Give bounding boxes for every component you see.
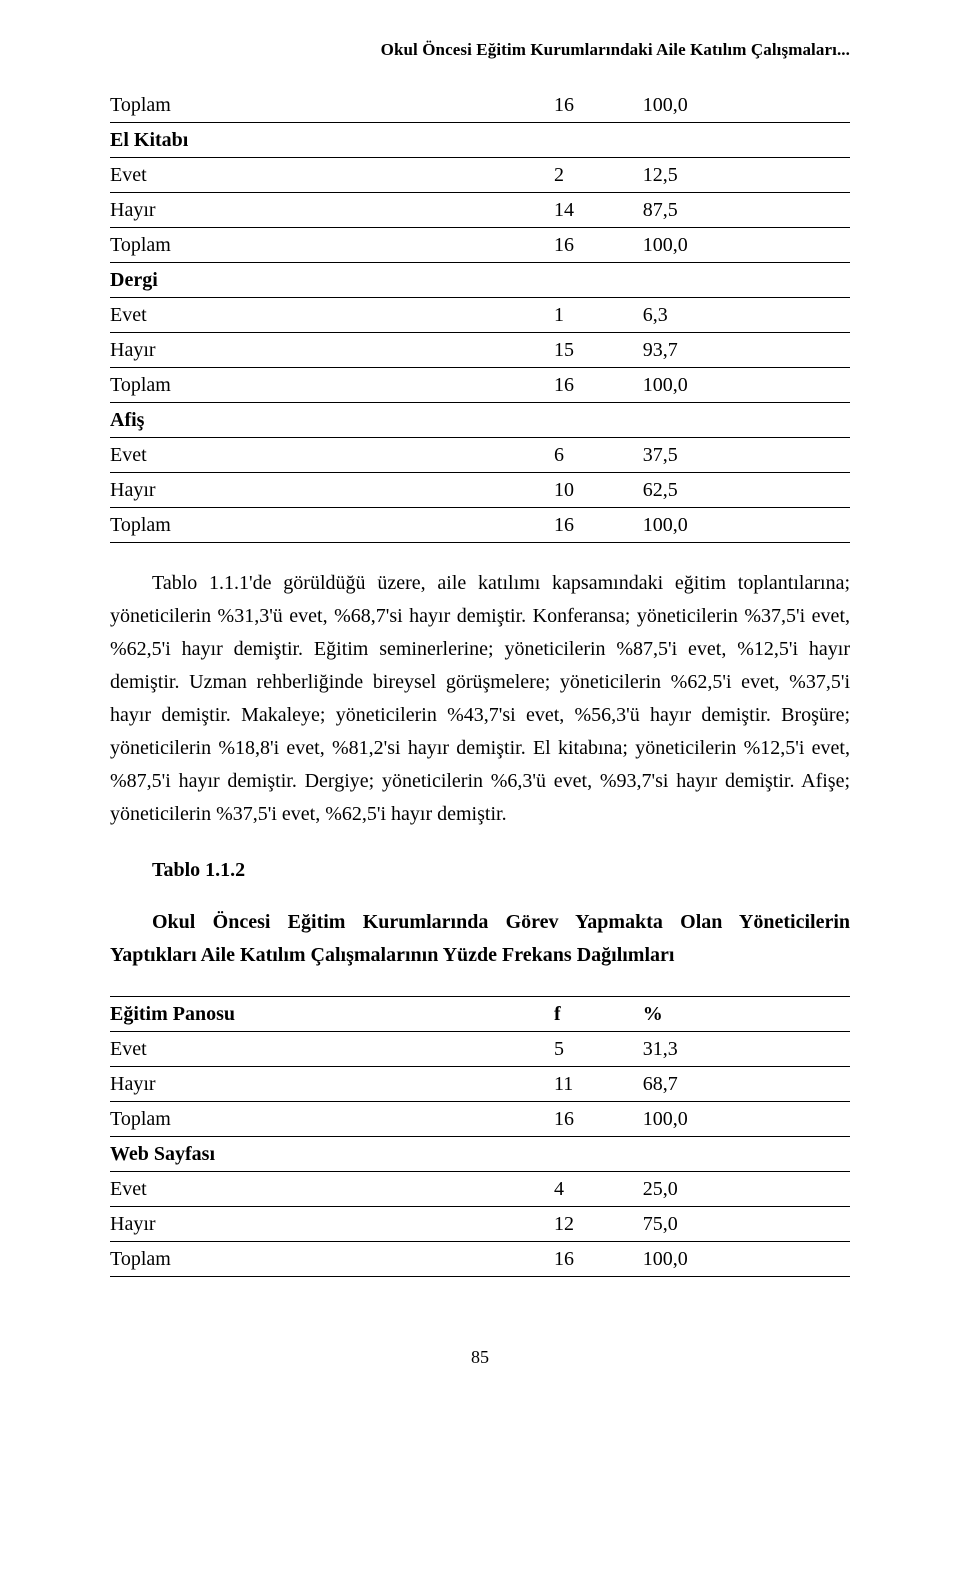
table-row: Hayır1593,7	[110, 333, 850, 368]
table-row: Hayır1168,7	[110, 1067, 850, 1102]
table-cell-f	[554, 263, 643, 298]
table-cell-label: Evet	[110, 1032, 554, 1067]
table-row: Hayır1487,5	[110, 193, 850, 228]
table-cell-pct: 100,0	[643, 368, 850, 403]
table-1: Toplam16100,0El KitabıEvet212,5Hayır1487…	[110, 88, 850, 543]
table-cell-label: Toplam	[110, 368, 554, 403]
table-cell-pct: 87,5	[643, 193, 850, 228]
table-row: Web Sayfası	[110, 1137, 850, 1172]
table-cell-label: El Kitabı	[110, 123, 554, 158]
table-cell-f: 2	[554, 158, 643, 193]
table-row: Evet425,0	[110, 1172, 850, 1207]
table-cell-pct	[643, 403, 850, 438]
table-cell-f	[554, 403, 643, 438]
table-cell-f: 4	[554, 1172, 643, 1207]
table-1-1-2-heading: Tablo 1.1.2	[110, 859, 850, 882]
table-row: Afiş	[110, 403, 850, 438]
table-cell-label: Evet	[110, 438, 554, 473]
table-cell-pct	[643, 123, 850, 158]
table-cell-f: 6	[554, 438, 643, 473]
table-cell-pct: 100,0	[643, 1242, 850, 1277]
table-2-header-row: Eğitim Panosu f %	[110, 997, 850, 1032]
table-cell-f: 15	[554, 333, 643, 368]
table-cell-pct: 100,0	[643, 88, 850, 123]
table-row: Hayır1275,0	[110, 1207, 850, 1242]
table-cell-label: Evet	[110, 298, 554, 333]
table-cell-pct: 31,3	[643, 1032, 850, 1067]
table-row: Evet637,5	[110, 438, 850, 473]
table-cell-f: 1	[554, 298, 643, 333]
table-row: Evet212,5	[110, 158, 850, 193]
table-cell-label: Web Sayfası	[110, 1137, 554, 1172]
table-cell-pct: 6,3	[643, 298, 850, 333]
table-cell-pct: 68,7	[643, 1067, 850, 1102]
page: Okul Öncesi Eğitim Kurumlarındaki Aile K…	[0, 0, 960, 1428]
table-row: Toplam16100,0	[110, 1102, 850, 1137]
table-cell-label: Evet	[110, 1172, 554, 1207]
table-cell-pct: 37,5	[643, 438, 850, 473]
table-cell-f: 16	[554, 1242, 643, 1277]
table-2-header-pct: %	[643, 997, 850, 1032]
table-cell-label: Hayır	[110, 1067, 554, 1102]
table-row: Evet531,3	[110, 1032, 850, 1067]
table-cell-f: 12	[554, 1207, 643, 1242]
table-cell-pct: 62,5	[643, 473, 850, 508]
table-cell-f: 16	[554, 88, 643, 123]
table-cell-f	[554, 123, 643, 158]
paragraph-analysis: Tablo 1.1.1'de görüldüğü üzere, aile kat…	[110, 567, 850, 831]
table-row: Hayır1062,5	[110, 473, 850, 508]
table-cell-label: Evet	[110, 158, 554, 193]
table-cell-f: 10	[554, 473, 643, 508]
page-number: 85	[110, 1347, 850, 1368]
table-cell-f: 16	[554, 228, 643, 263]
table-row: Toplam16100,0	[110, 508, 850, 543]
table-cell-pct: 75,0	[643, 1207, 850, 1242]
table-cell-label: Toplam	[110, 1242, 554, 1277]
table-row: Toplam16100,0	[110, 368, 850, 403]
table-cell-f: 14	[554, 193, 643, 228]
table-cell-pct: 100,0	[643, 508, 850, 543]
table-cell-label: Toplam	[110, 228, 554, 263]
table-cell-f: 16	[554, 1102, 643, 1137]
table-row: Toplam16100,0	[110, 228, 850, 263]
table-cell-f: 16	[554, 368, 643, 403]
table-cell-label: Toplam	[110, 508, 554, 543]
table-cell-label: Afiş	[110, 403, 554, 438]
table-row: Toplam16100,0	[110, 1242, 850, 1277]
table-cell-label: Toplam	[110, 88, 554, 123]
table-cell-label: Dergi	[110, 263, 554, 298]
table-cell-pct: 100,0	[643, 1102, 850, 1137]
table-cell-f: 5	[554, 1032, 643, 1067]
table-cell-pct: 25,0	[643, 1172, 850, 1207]
table-2-header-label: Eğitim Panosu	[110, 997, 554, 1032]
table-cell-pct	[643, 1137, 850, 1172]
table-cell-pct	[643, 263, 850, 298]
table-1-1-2-title: Okul Öncesi Eğitim Kurumlarında Görev Ya…	[110, 906, 850, 972]
table-2: Eğitim Panosu f % Evet531,3Hayır1168,7To…	[110, 996, 850, 1277]
table-cell-pct: 100,0	[643, 228, 850, 263]
table-cell-f: 16	[554, 508, 643, 543]
table-row: Toplam16100,0	[110, 88, 850, 123]
table-cell-label: Hayır	[110, 1207, 554, 1242]
table-2-header-f: f	[554, 997, 643, 1032]
table-cell-label: Toplam	[110, 1102, 554, 1137]
table-cell-f	[554, 1137, 643, 1172]
table-cell-pct: 12,5	[643, 158, 850, 193]
table-cell-f: 11	[554, 1067, 643, 1102]
running-head: Okul Öncesi Eğitim Kurumlarındaki Aile K…	[110, 40, 850, 60]
table-row: Dergi	[110, 263, 850, 298]
table-cell-label: Hayır	[110, 333, 554, 368]
table-cell-pct: 93,7	[643, 333, 850, 368]
table-row: El Kitabı	[110, 123, 850, 158]
table-cell-label: Hayır	[110, 473, 554, 508]
table-row: Evet16,3	[110, 298, 850, 333]
table-cell-label: Hayır	[110, 193, 554, 228]
